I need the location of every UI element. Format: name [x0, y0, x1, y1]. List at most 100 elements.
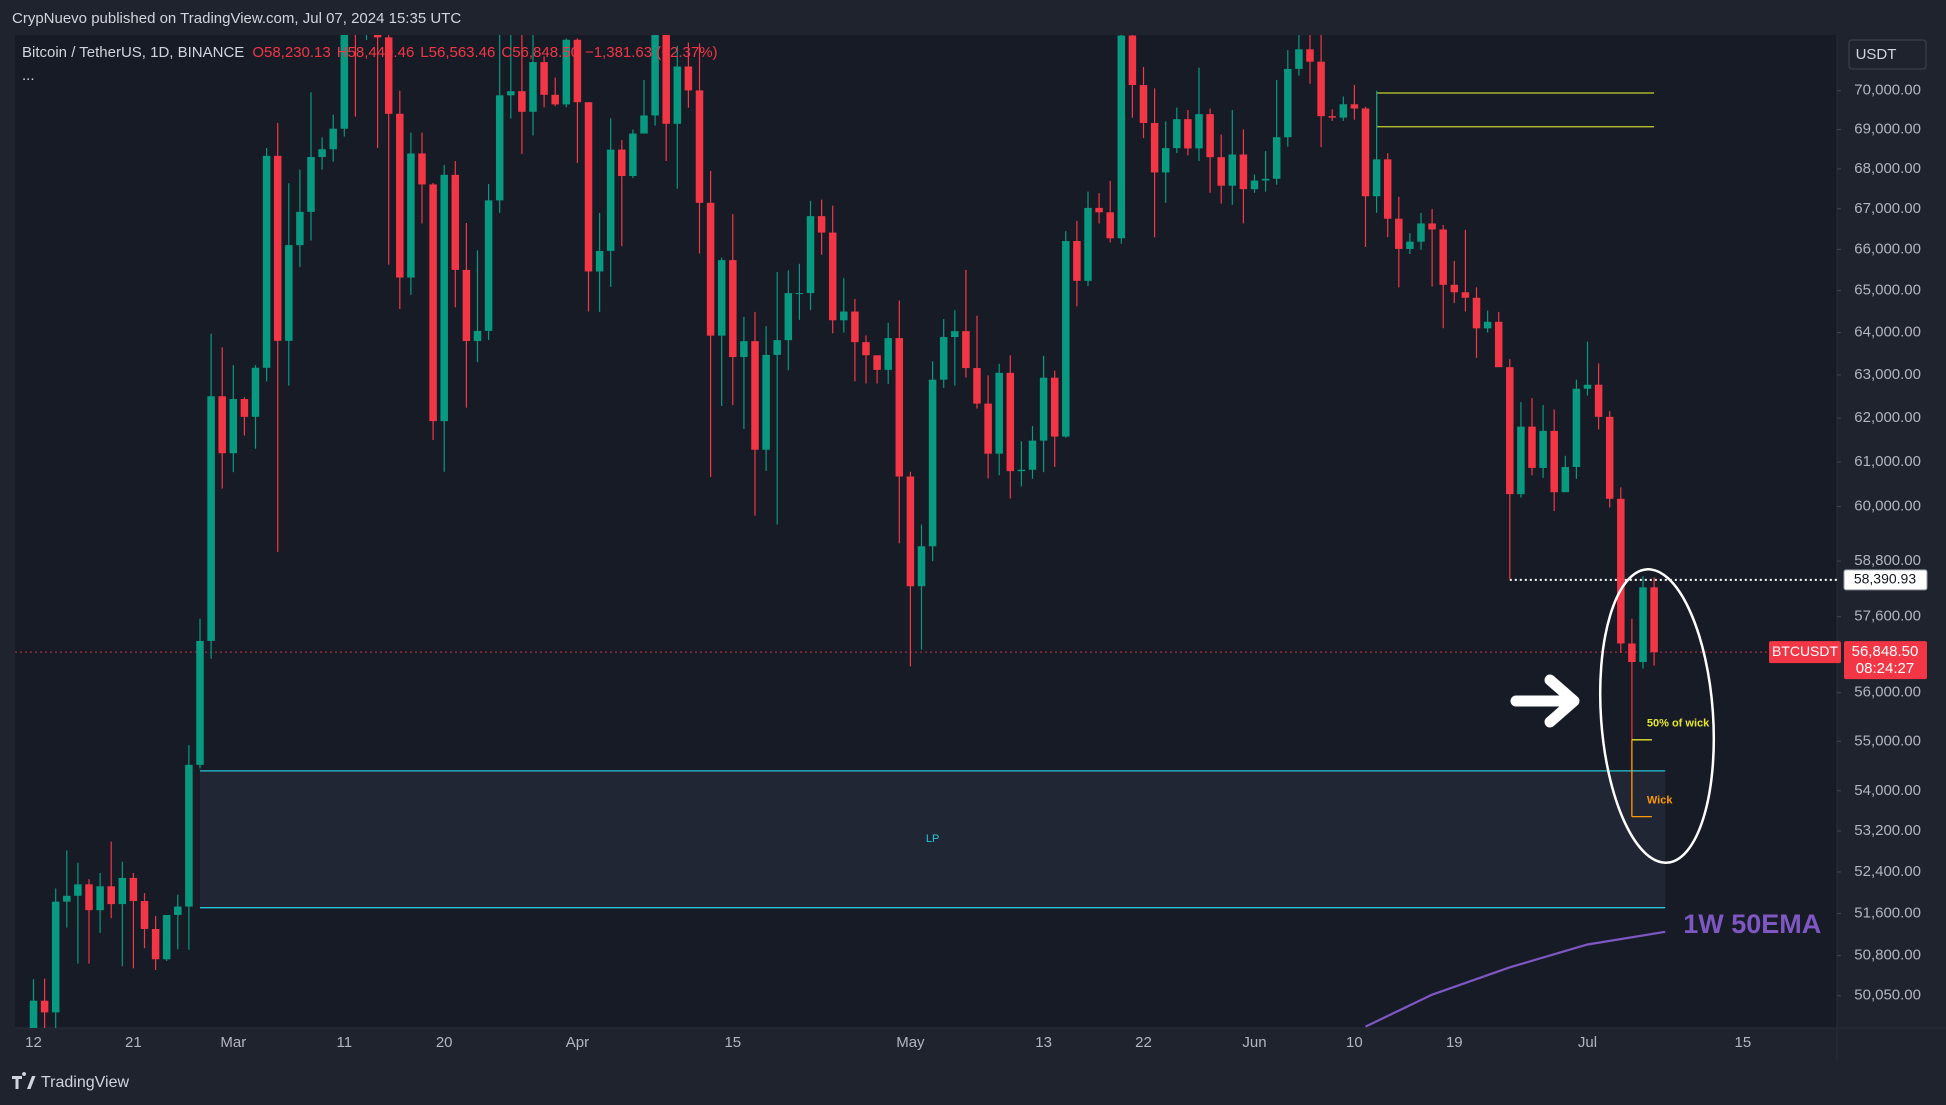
candle-body	[862, 342, 870, 356]
candle-body	[174, 906, 182, 915]
candle-body	[1206, 114, 1214, 158]
candle-body	[429, 184, 437, 422]
y-tick-label: 70,000.00	[1854, 82, 1921, 99]
y-tick-label: 51,600.00	[1854, 904, 1921, 921]
legend-value: L56,563.46	[420, 44, 495, 61]
level-price-tag	[1843, 569, 1928, 591]
candle-body	[1039, 377, 1048, 441]
legend: Bitcoin / TetherUS, 1D, BINANCE O58,230.1…	[22, 44, 718, 61]
candle-body	[1395, 218, 1403, 249]
candle-body	[1217, 157, 1225, 186]
candle-body	[939, 337, 948, 380]
legend-value: −1,381.63 (−2.37%)	[585, 44, 718, 61]
x-tick-label: May	[896, 1034, 925, 1051]
candle-body	[1306, 49, 1314, 62]
candle-body	[651, 35, 659, 116]
candle-body	[673, 66, 682, 124]
candle-body	[340, 35, 349, 129]
legend-more[interactable]: ...	[22, 67, 35, 84]
candle-body	[240, 399, 249, 417]
candle-body	[1228, 154, 1237, 186]
candle-body	[1628, 643, 1636, 663]
candle-body	[595, 250, 604, 272]
candle-body	[1350, 104, 1359, 109]
y-tick-label: 60,000.00	[1854, 498, 1921, 515]
y-tick-label: 67,000.00	[1854, 200, 1921, 217]
level-price-label: 58,390.93	[1854, 571, 1916, 587]
candle-body	[1517, 426, 1525, 495]
lp-label: LP	[926, 833, 939, 845]
candle-body	[1017, 469, 1026, 472]
candle-body	[1428, 223, 1436, 230]
arrow	[1510, 674, 1580, 728]
candle-body	[1383, 159, 1392, 219]
candle-body	[1328, 116, 1336, 118]
candle-body	[1028, 440, 1037, 470]
candle-body	[1461, 292, 1470, 298]
currency-button-box[interactable]	[1848, 39, 1927, 70]
candle-body	[1494, 321, 1503, 368]
candle-body	[74, 884, 82, 896]
countdown-label: 08:24:27	[1856, 660, 1914, 677]
candle-body	[1450, 284, 1459, 293]
candle-body	[1261, 178, 1270, 181]
candle-body	[40, 1000, 49, 1013]
candle-body	[928, 379, 937, 547]
candle-body	[795, 293, 804, 295]
y-tick-label: 54,000.00	[1854, 782, 1921, 799]
candle-body	[1539, 430, 1547, 468]
candle-body	[1561, 466, 1570, 493]
candle-body	[1239, 154, 1248, 190]
candle-body	[1339, 104, 1348, 118]
candle-body	[1295, 49, 1303, 69]
candle-body	[1117, 35, 1126, 239]
candle-body	[629, 133, 637, 177]
candle-body	[318, 149, 326, 158]
candle-body	[1439, 229, 1447, 285]
currency-label[interactable]: USDT	[1856, 46, 1897, 63]
candle-body	[751, 341, 759, 450]
ema-line	[1365, 930, 1666, 1028]
candle-body	[962, 331, 970, 369]
x-tick-label: 11	[337, 1034, 353, 1051]
candle-body	[140, 900, 149, 929]
ema-label: 1W 50EMA	[1683, 909, 1821, 939]
candle-body	[1528, 426, 1536, 468]
candle-body	[29, 1000, 38, 1028]
candle-body	[717, 260, 726, 336]
candle-body	[207, 396, 215, 641]
highlight-ellipse	[1598, 568, 1716, 864]
candle-body	[507, 91, 515, 96]
y-tick-label: 50,800.00	[1854, 947, 1921, 964]
candle-body	[1506, 367, 1514, 495]
candle-body	[1139, 84, 1148, 124]
last-price-label: 56,848.50	[1852, 643, 1919, 660]
candle-body	[873, 355, 881, 370]
last-price-tag	[1844, 641, 1927, 680]
candle-body	[118, 877, 127, 905]
candle-body	[396, 113, 404, 278]
candle-body	[1150, 123, 1159, 173]
y-tick-label: 64,000.00	[1854, 323, 1921, 340]
pointer-arrow	[1510, 674, 1580, 728]
currency-button[interactable]: USDT	[1848, 39, 1927, 70]
candle-body	[1317, 61, 1325, 117]
candle-body	[373, 35, 382, 38]
candle-body	[1250, 180, 1259, 190]
candle-body	[1572, 388, 1581, 467]
candle-body	[684, 66, 693, 91]
candle-body	[1272, 137, 1281, 179]
y-tick-label: 61,000.00	[1854, 453, 1921, 470]
candle-body	[1650, 587, 1658, 653]
candle-body	[1073, 241, 1081, 281]
candle-body	[1617, 498, 1625, 644]
candle-body	[1605, 416, 1614, 499]
candle-body	[473, 330, 482, 342]
candle-body	[96, 886, 104, 911]
candle-body	[495, 95, 504, 201]
y-tick-label: 56,000.00	[1854, 684, 1921, 701]
candle-body	[828, 232, 837, 321]
candle-body	[1106, 212, 1114, 239]
y-tick-label: 68,000.00	[1854, 160, 1921, 177]
